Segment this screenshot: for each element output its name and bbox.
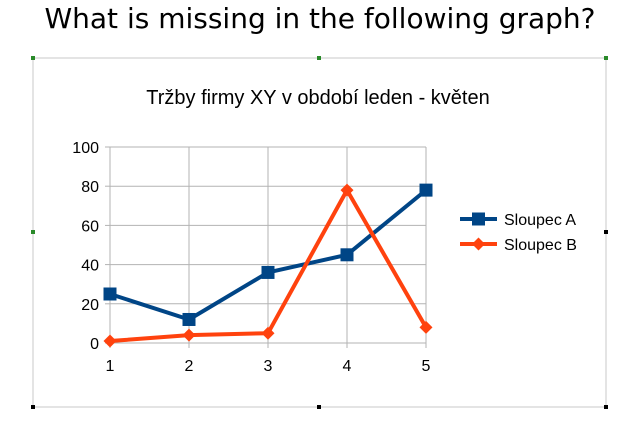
x-tick-label: 5	[422, 358, 431, 375]
x-tick-label: 3	[264, 358, 273, 375]
data-point-a	[340, 248, 354, 262]
frame-handle[interactable]	[604, 230, 608, 234]
data-point-a	[419, 183, 433, 197]
data-point-b	[182, 328, 196, 342]
frame-handle[interactable]	[31, 56, 35, 60]
x-tick-label: 4	[343, 358, 352, 375]
data-point-a	[261, 265, 275, 279]
frame-handle[interactable]	[31, 405, 35, 409]
legend-label: Sloupec A	[504, 212, 576, 229]
data-point-a	[103, 287, 117, 301]
frame-handle[interactable]	[317, 56, 321, 60]
legend-label: Sloupec B	[504, 237, 577, 254]
y-tick-label: 60	[81, 218, 99, 235]
frame-handle[interactable]	[604, 405, 608, 409]
y-tick-label: 20	[81, 297, 99, 314]
frame-handle[interactable]	[317, 405, 321, 409]
x-tick-label: 1	[106, 358, 115, 375]
data-point-b	[340, 183, 354, 197]
legend-marker	[472, 212, 485, 226]
y-tick-label: 40	[81, 258, 99, 275]
question-heading: What is missing in the following graph?	[44, 2, 596, 35]
y-tick-label: 80	[81, 179, 99, 196]
grid-layer	[109, 146, 427, 344]
axis-layer: 0 20 40 60 80 100 1 2 3 4 5	[72, 140, 430, 375]
data-point-b	[103, 334, 117, 348]
series-layer	[103, 183, 433, 348]
y-tick-label: 0	[90, 336, 99, 353]
data-point-b	[261, 326, 275, 340]
legend: Sloupec A Sloupec B	[460, 212, 577, 254]
frame-handle[interactable]	[31, 230, 35, 234]
data-point-b	[419, 320, 433, 334]
frame-handle[interactable]	[604, 56, 608, 60]
y-tick-label: 100	[72, 140, 99, 157]
legend-marker	[472, 237, 485, 251]
chart-title: Tržby firmy XY v období leden - květen	[146, 87, 490, 109]
chart-frame	[32, 57, 607, 408]
x-tick-label: 2	[185, 358, 194, 375]
data-point-a	[182, 312, 196, 326]
